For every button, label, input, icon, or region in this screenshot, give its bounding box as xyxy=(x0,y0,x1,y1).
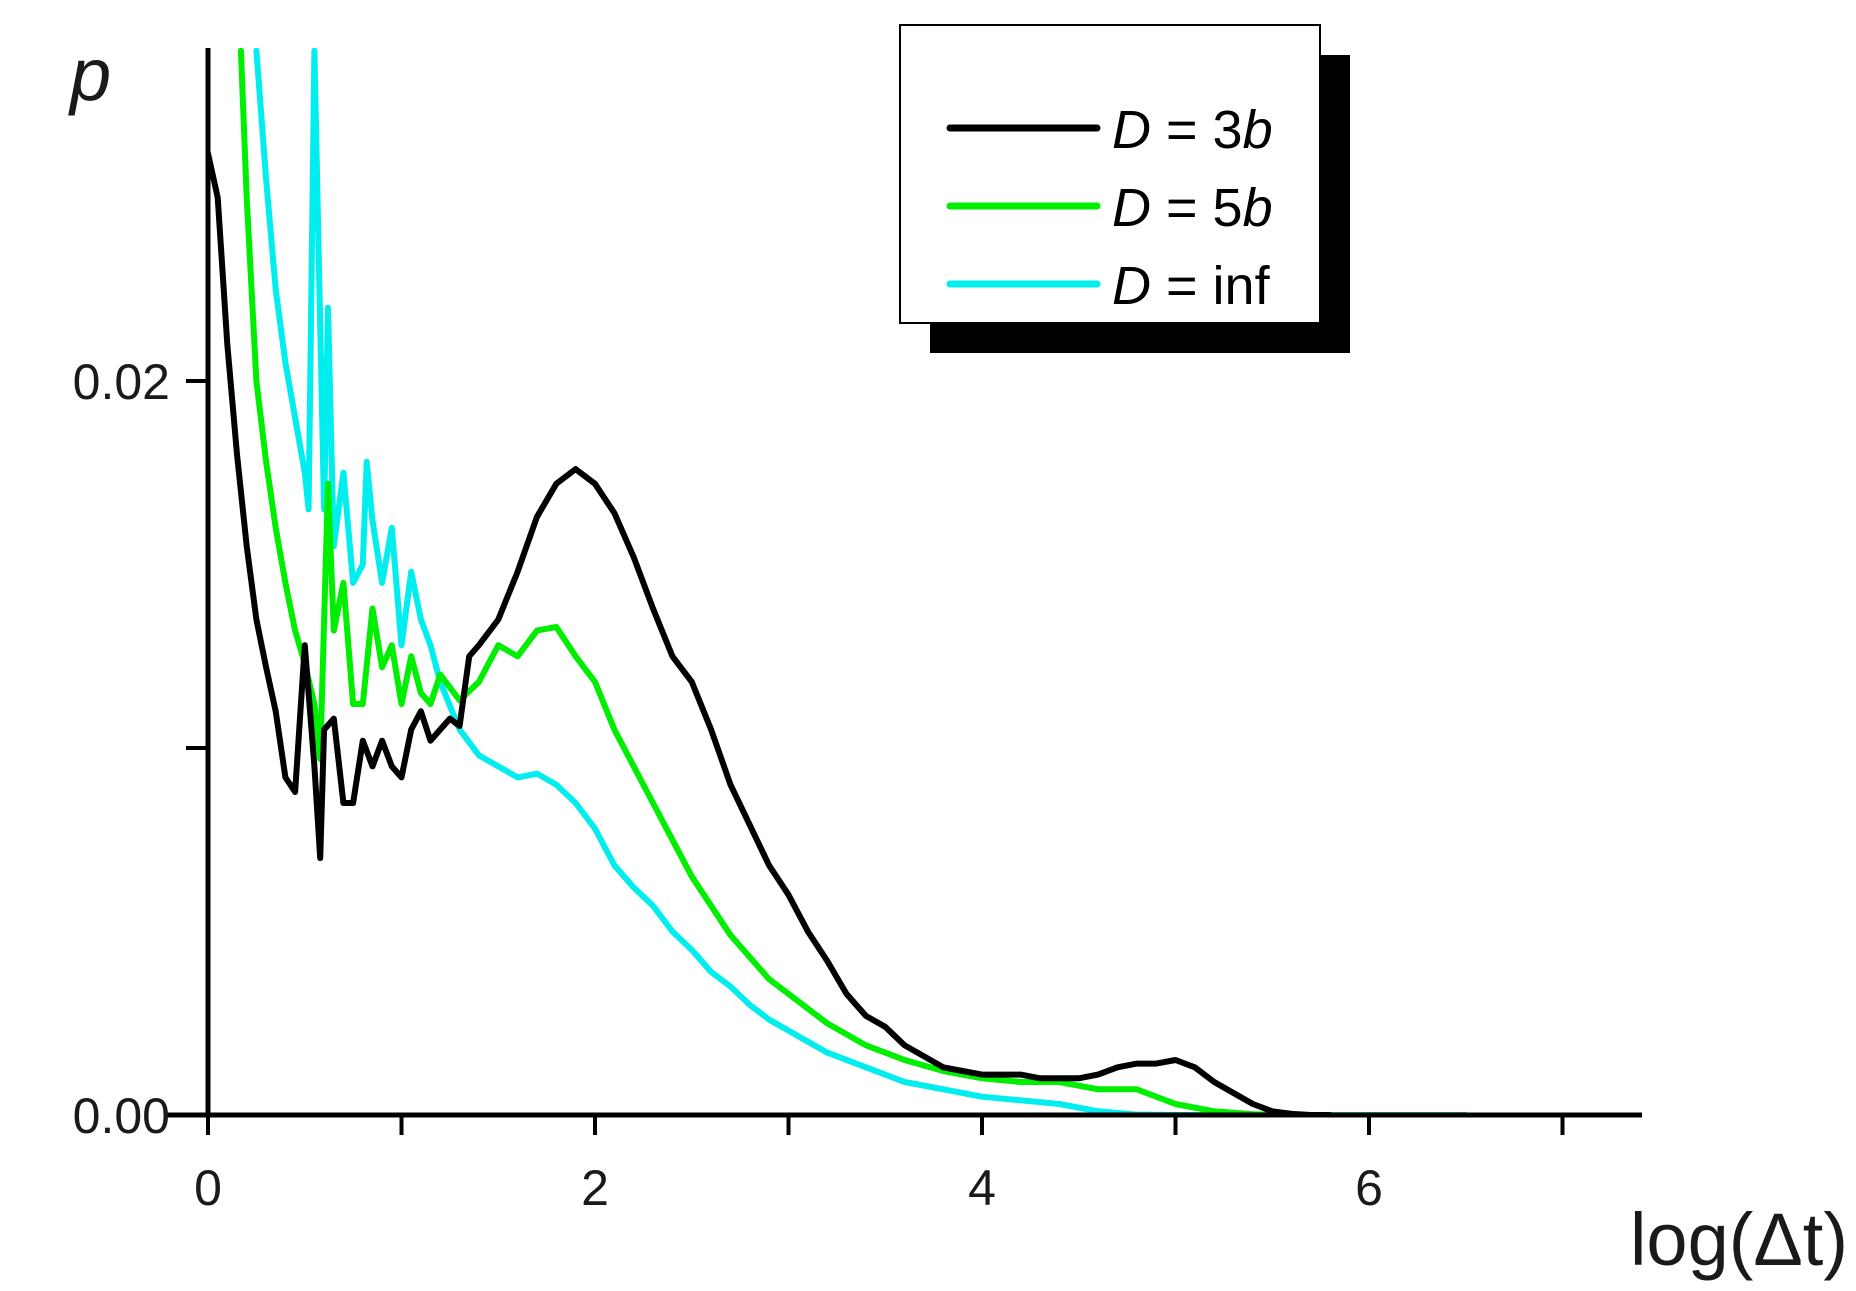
y-axis-title: p xyxy=(68,33,111,116)
x-axis-title: log(Δt) xyxy=(1630,1198,1848,1281)
series-line-d-5b xyxy=(237,48,1295,1117)
legend-label: D = inf xyxy=(1112,256,1271,316)
legend-box xyxy=(899,24,1321,324)
axes-layer xyxy=(165,48,1642,1118)
y-tick-label: 0.02 xyxy=(73,354,170,410)
x-tick-label: 4 xyxy=(968,1160,996,1216)
series-layer xyxy=(208,48,1469,1117)
series-line-d-inf xyxy=(253,48,1469,1117)
y-tick-label: 0.00 xyxy=(73,1088,170,1144)
series-line-d-3b xyxy=(208,150,1334,1117)
legend-label: D = 5b xyxy=(1112,178,1273,238)
legend-label: D = 3b xyxy=(1112,100,1273,160)
x-tick-label: 6 xyxy=(1355,1160,1383,1216)
x-tick-label: 0 xyxy=(194,1160,222,1216)
ticks-layer: 0 2 4 6 0.00 0.02 xyxy=(73,354,1565,1216)
x-tick-label: 2 xyxy=(581,1160,609,1216)
legend: D = 3b D = 5b D = inf xyxy=(899,24,1350,353)
